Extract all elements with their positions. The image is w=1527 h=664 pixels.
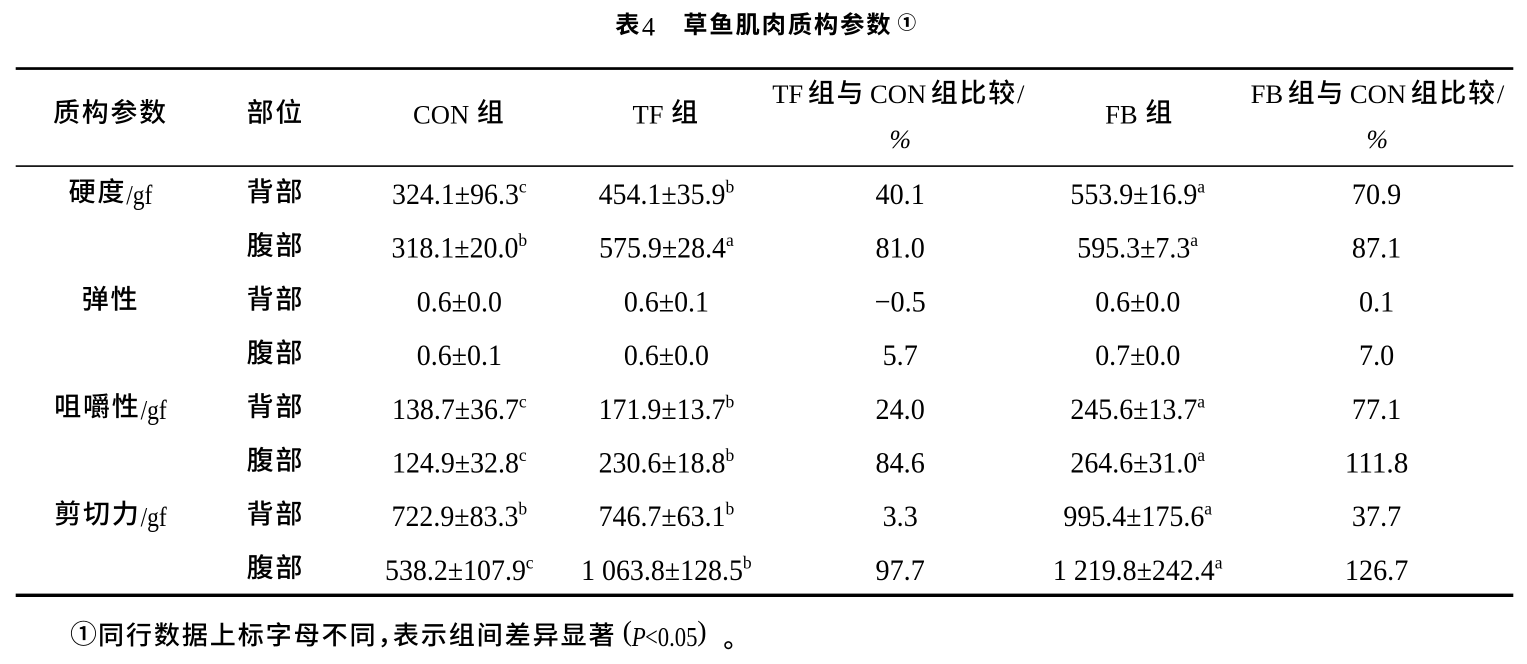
svg-text:c: c — [519, 177, 527, 197]
svg-text:/gf: /gf — [126, 179, 153, 210]
svg-text:0.7±0.0: 0.7±0.0 — [1095, 339, 1180, 372]
svg-text:4: 4 — [642, 11, 655, 41]
svg-text:324.1±96.3: 324.1±96.3 — [392, 178, 519, 211]
svg-text:0.6±0.0: 0.6±0.0 — [624, 339, 709, 372]
svg-text:a: a — [1204, 499, 1212, 519]
svg-text:/: / — [1497, 79, 1505, 109]
svg-text:538.2±107.9: 538.2±107.9 — [385, 554, 526, 587]
svg-text:97.7: 97.7 — [876, 554, 925, 587]
svg-text:81.0: 81.0 — [876, 232, 925, 265]
svg-text:CON: CON — [413, 99, 469, 129]
svg-text:%: % — [889, 125, 911, 154]
svg-text:FB: FB — [1105, 99, 1138, 129]
svg-text:FB: FB — [1251, 79, 1284, 109]
svg-text:CON: CON — [1350, 79, 1406, 109]
svg-text:264.6±31.0: 264.6±31.0 — [1070, 447, 1197, 480]
svg-text:a: a — [1197, 177, 1205, 197]
svg-text:/gf: /gf — [141, 394, 168, 425]
svg-text:c: c — [526, 552, 534, 572]
svg-text:a: a — [1215, 552, 1223, 572]
svg-text:TF: TF — [772, 79, 803, 109]
svg-text:b: b — [518, 230, 527, 250]
svg-text:1 219.8±242.4: 1 219.8±242.4 — [1053, 554, 1215, 587]
svg-text:230.6±18.8: 230.6±18.8 — [599, 447, 726, 480]
svg-text:a: a — [1190, 230, 1198, 250]
svg-text:1 063.8±128.5: 1 063.8±128.5 — [581, 554, 743, 587]
svg-text:575.9±28.4: 575.9±28.4 — [599, 232, 726, 265]
svg-text:318.1±20.0: 318.1±20.0 — [392, 232, 519, 265]
svg-text:5.7: 5.7 — [883, 339, 918, 372]
svg-text:595.3±7.3: 595.3±7.3 — [1077, 232, 1190, 265]
svg-text:c: c — [519, 391, 527, 411]
svg-text:77.1: 77.1 — [1352, 393, 1401, 426]
svg-text:(: ( — [623, 616, 632, 647]
svg-text:b: b — [726, 445, 735, 465]
svg-text:c: c — [519, 445, 527, 465]
svg-text:/: / — [1017, 79, 1025, 109]
svg-text:84.6: 84.6 — [876, 447, 925, 480]
svg-text:0.6±0.0: 0.6±0.0 — [1095, 285, 1180, 318]
svg-text:0.6±0.0: 0.6±0.0 — [417, 285, 502, 318]
svg-text:70.9: 70.9 — [1352, 178, 1401, 211]
svg-text:b: b — [743, 552, 752, 572]
svg-text:CON: CON — [870, 79, 926, 109]
svg-text:245.6±13.7: 245.6±13.7 — [1070, 393, 1197, 426]
svg-text:b: b — [518, 499, 527, 519]
svg-text:722.9±83.3: 722.9±83.3 — [392, 500, 519, 533]
svg-text:40.1: 40.1 — [876, 178, 925, 211]
svg-text:b: b — [726, 391, 735, 411]
svg-text:3.3: 3.3 — [883, 500, 918, 533]
svg-text:0.6±0.1: 0.6±0.1 — [624, 285, 709, 318]
svg-text:%: % — [1366, 125, 1388, 154]
svg-text:P: P — [631, 621, 646, 652]
svg-text:0.1: 0.1 — [1359, 285, 1394, 318]
svg-text:a: a — [1197, 391, 1205, 411]
svg-text:138.7±36.7: 138.7±36.7 — [392, 393, 519, 426]
svg-text:37.7: 37.7 — [1352, 500, 1401, 533]
svg-text:126.7: 126.7 — [1345, 554, 1408, 587]
svg-text:TF: TF — [633, 99, 664, 129]
svg-text:124.9±32.8: 124.9±32.8 — [392, 447, 519, 480]
svg-text:87.1: 87.1 — [1352, 232, 1401, 265]
svg-text:<0.05: <0.05 — [645, 621, 698, 652]
svg-text:111.8: 111.8 — [1345, 447, 1408, 480]
svg-text:24.0: 24.0 — [876, 393, 925, 426]
svg-text:7.0: 7.0 — [1359, 339, 1394, 372]
svg-text:746.7±63.1: 746.7±63.1 — [599, 500, 726, 533]
svg-text:b: b — [726, 177, 735, 197]
svg-text:a: a — [726, 230, 734, 250]
svg-text:995.4±175.6: 995.4±175.6 — [1063, 500, 1204, 533]
svg-text:553.9±16.9: 553.9±16.9 — [1070, 178, 1197, 211]
svg-text:/gf: /gf — [141, 501, 168, 532]
svg-text:b: b — [726, 499, 735, 519]
svg-text:454.1±35.9: 454.1±35.9 — [599, 178, 726, 211]
svg-text:−0.5: −0.5 — [875, 285, 926, 318]
svg-text:a: a — [1197, 445, 1205, 465]
svg-text:171.9±13.7: 171.9±13.7 — [599, 393, 726, 426]
svg-text:0.6±0.1: 0.6±0.1 — [417, 339, 502, 372]
svg-text:): ) — [697, 616, 706, 647]
